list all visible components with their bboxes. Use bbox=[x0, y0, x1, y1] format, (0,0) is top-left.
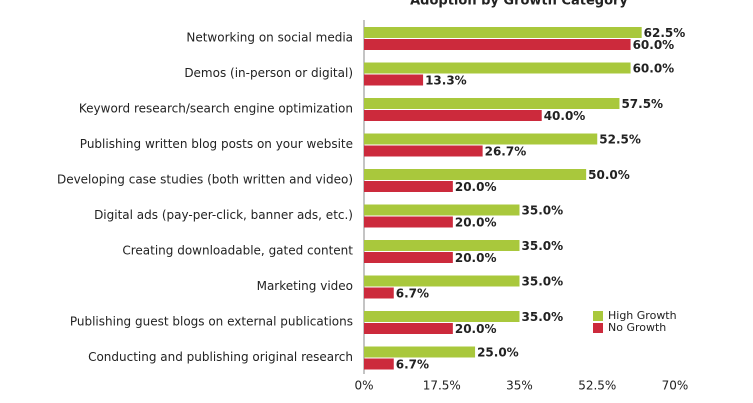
legend-swatch bbox=[593, 311, 603, 321]
value-label: 25.0% bbox=[477, 346, 519, 360]
x-tick-label: 70% bbox=[662, 379, 689, 393]
value-label: 13.3% bbox=[425, 74, 467, 88]
bar bbox=[364, 27, 642, 38]
value-label: 35.0% bbox=[522, 204, 564, 218]
category-label: Developing case studies (both written an… bbox=[57, 173, 353, 187]
bar bbox=[364, 98, 620, 109]
value-label: 6.7% bbox=[396, 287, 429, 301]
category-label: Publishing guest blogs on external publi… bbox=[70, 315, 353, 329]
value-label: 35.0% bbox=[522, 239, 564, 253]
value-label: 50.0% bbox=[588, 168, 630, 182]
value-label: 60.0% bbox=[633, 62, 675, 76]
chart-title: Adoption by Growth Category bbox=[410, 0, 628, 9]
category-label: Demos (in-person or digital) bbox=[184, 66, 353, 80]
value-label: 52.5% bbox=[599, 133, 641, 147]
category-label: Networking on social media bbox=[186, 31, 353, 45]
bar bbox=[364, 74, 424, 86]
value-label: 35.0% bbox=[522, 275, 564, 289]
x-tick-label: 17.5% bbox=[423, 379, 461, 393]
bar bbox=[364, 216, 453, 228]
bar bbox=[364, 181, 453, 192]
value-label: 57.5% bbox=[621, 97, 663, 111]
bar bbox=[364, 275, 520, 287]
legend-label: No Growth bbox=[608, 321, 666, 334]
category-label: Creating downloadable, gated content bbox=[122, 244, 353, 258]
value-label: 60.0% bbox=[633, 38, 675, 52]
bar bbox=[364, 39, 631, 50]
legend-label: High Growth bbox=[608, 309, 677, 322]
value-label: 6.7% bbox=[396, 358, 429, 372]
value-label: 40.0% bbox=[544, 109, 586, 123]
bar bbox=[364, 346, 476, 358]
bar bbox=[364, 133, 598, 145]
x-tick-label: 35% bbox=[506, 379, 533, 393]
category-label: Digital ads (pay-per-click, banner ads, … bbox=[94, 208, 353, 222]
bar bbox=[364, 252, 453, 263]
category-label: Keyword research/search engine optimizat… bbox=[79, 102, 353, 116]
category-label: Conducting and publishing original resea… bbox=[88, 350, 353, 364]
value-label: 62.5% bbox=[644, 26, 686, 40]
bar bbox=[364, 169, 587, 180]
value-label: 20.0% bbox=[455, 216, 497, 230]
legend-swatch bbox=[593, 323, 603, 333]
category-label: Publishing written blog posts on your we… bbox=[80, 137, 353, 151]
bar bbox=[364, 287, 394, 299]
bar bbox=[364, 323, 453, 334]
bar bbox=[364, 358, 394, 370]
x-tick-label: 0% bbox=[354, 379, 373, 393]
bar bbox=[364, 204, 520, 216]
x-tick-label: 52.5% bbox=[578, 379, 616, 393]
bar bbox=[364, 110, 542, 121]
bar bbox=[364, 240, 520, 251]
value-label: 26.7% bbox=[485, 145, 527, 159]
value-label: 20.0% bbox=[455, 251, 497, 265]
category-label: Marketing video bbox=[257, 279, 353, 293]
value-label: 20.0% bbox=[455, 180, 497, 194]
value-label: 20.0% bbox=[455, 322, 497, 336]
bar bbox=[364, 145, 483, 157]
value-label: 35.0% bbox=[522, 310, 564, 324]
bar bbox=[364, 311, 520, 322]
bar bbox=[364, 62, 631, 74]
